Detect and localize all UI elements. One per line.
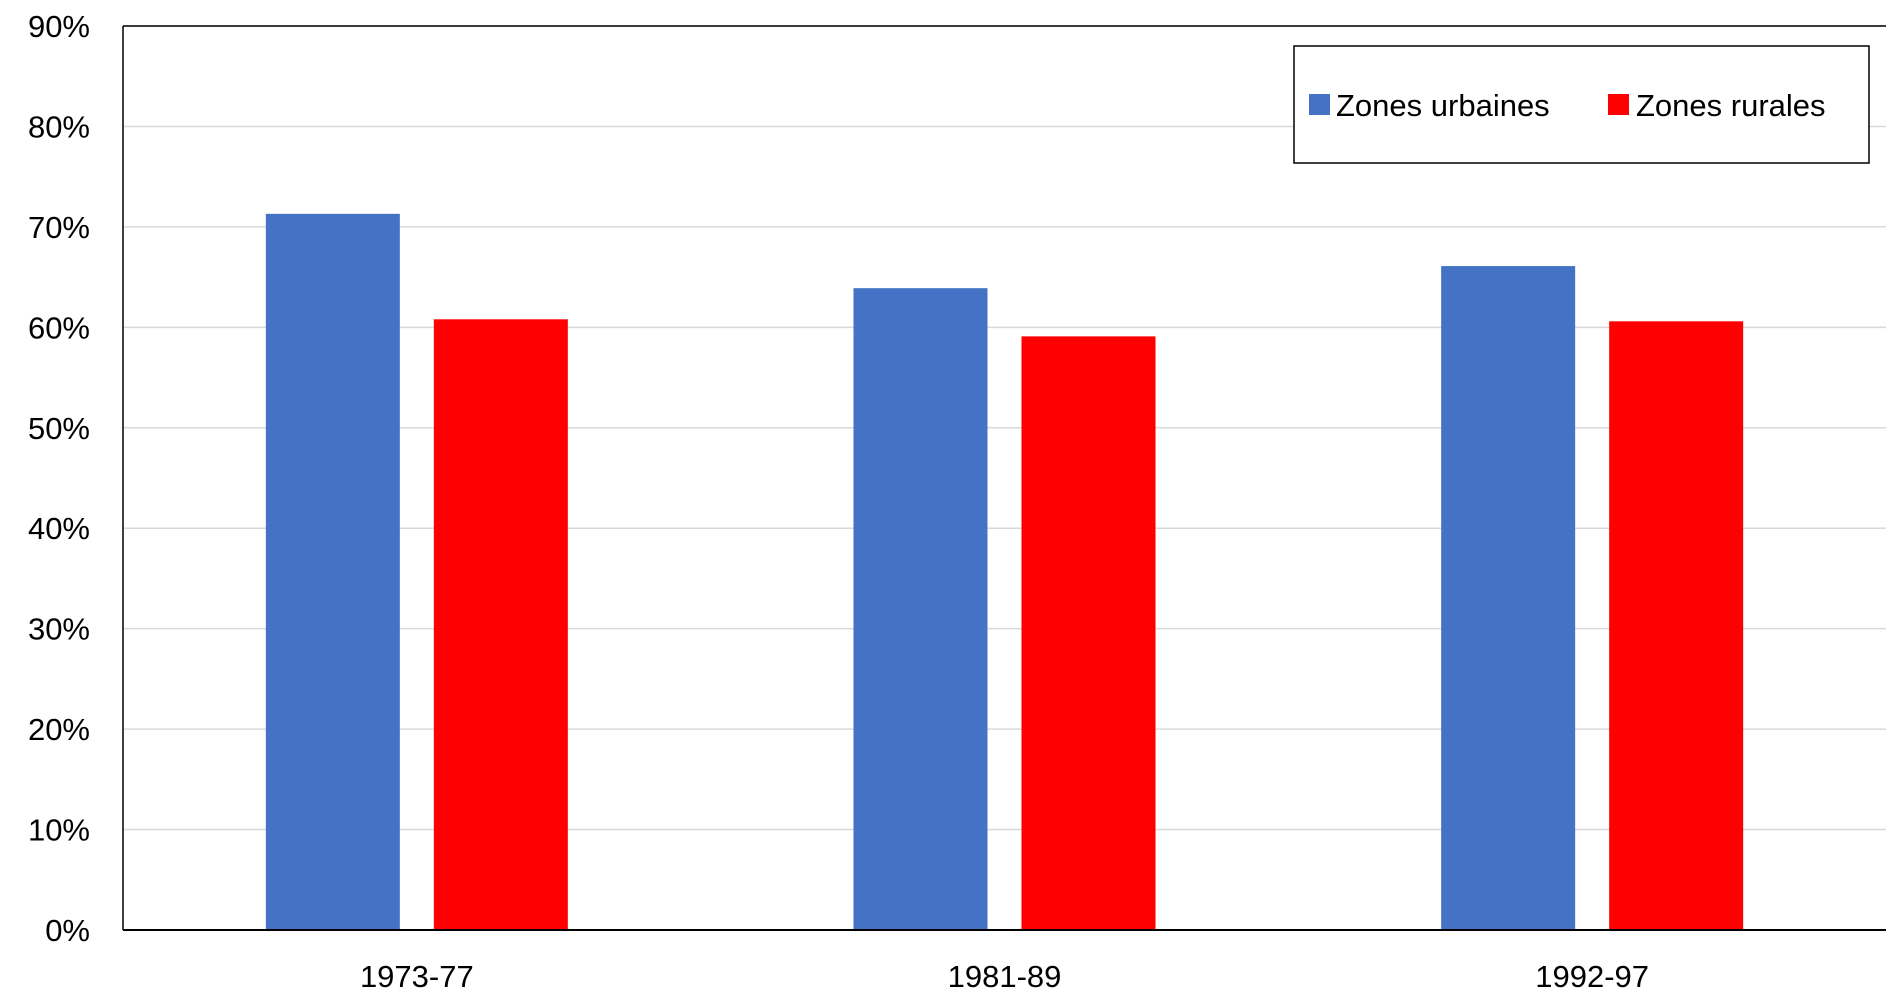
y-tick-label: 40% xyxy=(28,511,90,546)
y-tick-label: 60% xyxy=(28,310,90,345)
x-tick-label: 1973-77 xyxy=(360,959,474,992)
legend-swatch-zones-rurales xyxy=(1608,94,1629,115)
y-tick-label: 0% xyxy=(45,913,90,948)
x-tick-label: 1992-97 xyxy=(1535,959,1649,992)
legend-box xyxy=(1293,45,1870,164)
y-axis-tick-labels: 0% 10% 20% 30% 40% 50% 60% 70% 80% 90% xyxy=(28,9,90,948)
bar-zones-urbaines-1992-97 xyxy=(1441,266,1576,930)
y-tick-label: 20% xyxy=(28,712,90,747)
bar-zones-rurales-1992-97 xyxy=(1609,321,1744,931)
legend-swatch-zones-urbaines xyxy=(1309,94,1330,115)
bars xyxy=(265,213,1744,931)
bar-zones-urbaines-1973-77 xyxy=(265,213,400,930)
y-tick-label: 90% xyxy=(28,9,90,44)
x-axis-tick-labels: 1973-77 1981-89 1992-97 xyxy=(360,959,1649,992)
y-tick-label: 70% xyxy=(28,210,90,245)
bar-zones-rurales-1981-89 xyxy=(1021,336,1156,931)
y-tick-label: 80% xyxy=(28,109,90,144)
x-tick-label: 1981-89 xyxy=(948,959,1062,992)
legend-label-zones-rurales: Zones rurales xyxy=(1636,88,1826,123)
legend-label-zones-urbaines: Zones urbaines xyxy=(1336,88,1550,123)
y-tick-label: 10% xyxy=(28,813,90,848)
bar-zones-urbaines-1981-89 xyxy=(853,288,988,930)
y-tick-label: 50% xyxy=(28,411,90,446)
axes xyxy=(122,25,1886,931)
legend: Zones urbaines Zones rurales xyxy=(1293,45,1870,164)
bar-zones-rurales-1973-77 xyxy=(433,319,568,930)
y-tick-label: 30% xyxy=(28,612,90,647)
